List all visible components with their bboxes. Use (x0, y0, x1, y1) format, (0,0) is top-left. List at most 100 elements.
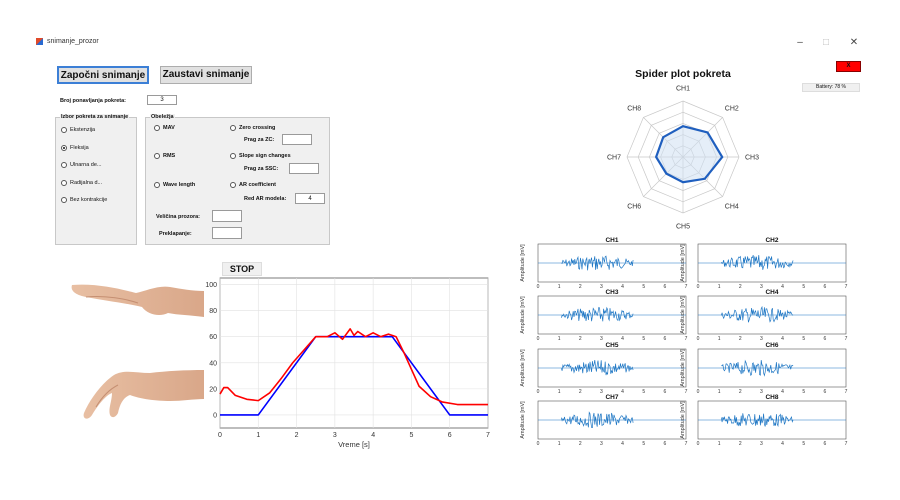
movement-radio[interactable] (61, 127, 67, 133)
emg-x-tick-label: 5 (802, 441, 805, 447)
mav-radio[interactable] (154, 125, 160, 131)
emg-x-tick-label: 3 (760, 389, 763, 395)
emg-x-tick-label: 6 (823, 389, 826, 395)
emg-x-tick-label: 1 (558, 441, 561, 447)
movement-option-label: Fleksija (70, 144, 89, 151)
mav-option[interactable]: MAV (154, 125, 175, 131)
overlap-input[interactable] (212, 227, 242, 239)
ar-coefficient-radio[interactable] (230, 182, 236, 188)
maximize-button[interactable]: □ (822, 37, 830, 48)
emg-x-tick-label: 1 (558, 284, 561, 290)
movement-option-label: Bez kontrakcije (70, 197, 108, 203)
emg-channel-plot: CH2 Amplitude [mV] 0 1 2 3 4 5 6 7 (680, 237, 848, 290)
ssc-label: Slope sign changes (239, 153, 291, 159)
ar-coefficient-option[interactable]: AR coefficient (230, 182, 276, 188)
window-title: snimanje_prozor (47, 38, 99, 45)
movement-radio[interactable] (61, 162, 67, 168)
movement-radio[interactable] (61, 197, 67, 203)
emg-x-tick-label: 4 (621, 389, 624, 395)
emg-x-tick-label: 7 (845, 389, 848, 395)
radar-category-label: CH1 (676, 86, 690, 93)
close-button[interactable]: ✕ (849, 37, 859, 48)
ssc-threshold-input[interactable] (289, 163, 319, 174)
emg-x-tick-label: 4 (781, 441, 784, 447)
radar-category-label: CH8 (627, 106, 641, 113)
emg-x-tick-label: 1 (718, 284, 721, 290)
x-tick-label: 0 (218, 432, 222, 439)
ar-order-input[interactable]: 4 (295, 193, 325, 204)
target-trajectory-line (220, 335, 488, 416)
emg-channel-title: CH2 (765, 237, 778, 244)
zero-crossing-option[interactable]: Zero crossing (230, 125, 275, 131)
emg-x-tick-label: 0 (537, 441, 540, 447)
movement-option[interactable]: Ulnarna de... (61, 162, 102, 168)
stop-recording-button[interactable]: Zaustavi snimanje (160, 66, 252, 84)
emg-x-tick-label: 6 (823, 284, 826, 290)
emg-x-tick-label: 0 (697, 389, 700, 395)
wave-length-option[interactable]: Wave length (154, 182, 195, 188)
radar-category-label: CH2 (725, 106, 739, 113)
radar-category-label: CH4 (725, 203, 739, 210)
emg-x-tick-label: 7 (845, 441, 848, 447)
y-tick-label: 80 (209, 308, 217, 315)
emg-x-tick-label: 3 (600, 336, 603, 342)
mav-label: MAV (163, 125, 175, 131)
movement-option-label: Ekstenzija (70, 127, 96, 133)
matlab-app-icon (36, 38, 43, 45)
movement-option[interactable]: Bez kontrakcije (61, 197, 107, 203)
zero-crossing-radio[interactable] (230, 125, 236, 131)
emg-x-tick-label: 2 (739, 284, 742, 290)
window-size-input[interactable] (212, 210, 242, 222)
emg-x-tick-label: 5 (642, 284, 645, 290)
start-recording-button[interactable]: Započni snimanje (57, 66, 149, 84)
ssc-option[interactable]: Slope sign changes (230, 153, 291, 159)
emg-x-tick-label: 2 (579, 284, 582, 290)
movement-panel-title: Izbor pokreta za snimanje (60, 114, 130, 120)
emg-x-tick-label: 5 (802, 336, 805, 342)
x-tick-label: 3 (333, 432, 337, 439)
emg-channel-title: CH1 (605, 237, 618, 244)
movement-option[interactable]: Radijalna d... (61, 179, 103, 186)
spider-plot: Spider plot pokreta CH1 CH2 CH3 CH4 CH5 CH6 CH7… (607, 68, 759, 231)
movement-radio[interactable] (61, 179, 67, 186)
stop-status-label: STOP (222, 262, 262, 276)
zero-crossing-label: Zero crossing (239, 125, 276, 131)
emg-channel-title: CH7 (605, 394, 618, 401)
emg-x-tick-label: 0 (537, 336, 540, 342)
movement-option[interactable]: Ekstenzija (61, 127, 95, 133)
zc-threshold-input[interactable] (282, 134, 312, 145)
status-indicator: X (836, 61, 861, 72)
emg-x-tick-label: 4 (621, 336, 624, 342)
rms-option[interactable]: RMS (154, 153, 175, 159)
radar-category-label: CH7 (607, 155, 621, 162)
emg-channel-plot: CH7 Amplitude [mV] 0 1 2 3 4 5 6 7 (520, 394, 688, 447)
emg-channel-plot: CH4 Amplitude [mV] 0 1 2 3 4 5 6 7 (680, 289, 848, 342)
emg-x-tick-label: 4 (781, 336, 784, 342)
emg-x-tick-label: 2 (739, 389, 742, 395)
y-tick-label: 40 (209, 360, 217, 367)
rms-label: RMS (163, 153, 176, 159)
emg-y-axis-label: Amplitude [mV] (680, 296, 686, 334)
emg-x-tick-label: 5 (802, 389, 805, 395)
rms-radio[interactable] (154, 153, 160, 159)
emg-channel-plot: CH5 Amplitude [mV] 0 1 2 3 4 5 6 7 (520, 342, 688, 395)
emg-x-tick-label: 5 (642, 336, 645, 342)
plot-area (219, 277, 489, 429)
emg-x-tick-label: 2 (739, 336, 742, 342)
repetitions-input[interactable]: 3 (147, 95, 177, 105)
movement-option-label: Ulnarna de... (70, 162, 102, 168)
emg-x-tick-label: 3 (600, 284, 603, 290)
movement-option-label: Radijalna d... (70, 179, 103, 186)
radar-category-label: CH6 (627, 203, 641, 210)
minimize-button[interactable]: – (797, 37, 803, 48)
emg-x-tick-label: 5 (642, 441, 645, 447)
movement-option[interactable]: Fleksija (61, 144, 89, 151)
emg-channel-title: CH4 (765, 289, 778, 296)
radar-category-label: CH5 (676, 224, 690, 231)
ssc-radio[interactable] (230, 153, 236, 159)
movement-radio[interactable] (61, 144, 67, 151)
wave-length-radio[interactable] (154, 182, 160, 188)
y-tick-label: 60 (209, 334, 217, 341)
emg-y-axis-label: Amplitude [mV] (520, 296, 526, 334)
emg-x-tick-label: 0 (697, 441, 700, 447)
